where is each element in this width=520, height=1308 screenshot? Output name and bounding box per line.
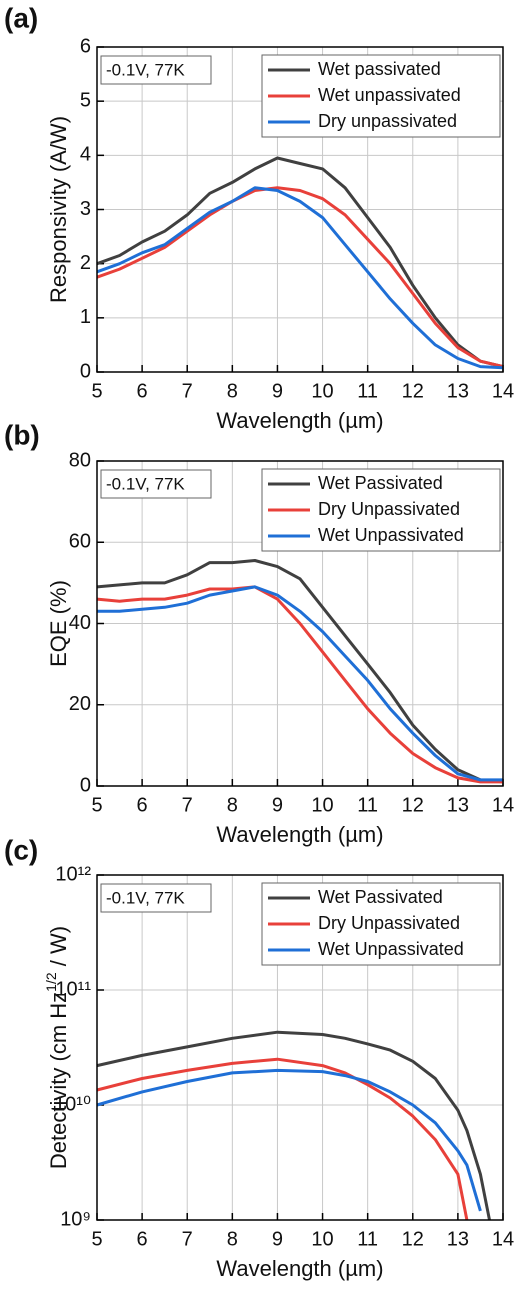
x-tick-label: 8 bbox=[227, 1228, 238, 1250]
x-axis-label: Wavelength (µm) bbox=[216, 1256, 383, 1281]
legend-label: Wet Unpassivated bbox=[318, 939, 464, 959]
x-tick-label: 13 bbox=[447, 380, 469, 402]
y-axis-label-tail: / W) bbox=[46, 926, 71, 972]
series-line bbox=[96, 585, 503, 784]
y-tick-label: 3 bbox=[80, 198, 91, 220]
y-tick-label: 20 bbox=[69, 693, 91, 715]
y-tick-label: 10¹¹ bbox=[55, 978, 91, 1000]
x-tick-label: 10 bbox=[311, 1228, 333, 1250]
x-tick-label: 5 bbox=[91, 1228, 102, 1250]
panel-label: (a) bbox=[4, 2, 38, 33]
x-tick-label: 10 bbox=[311, 380, 333, 402]
x-tick-label: 6 bbox=[137, 794, 148, 816]
legend-label: Wet Passivated bbox=[318, 887, 443, 907]
y-tick-label: 2 bbox=[80, 252, 91, 274]
annotation: -0.1V, 77K bbox=[106, 888, 185, 907]
x-tick-label: 12 bbox=[402, 380, 424, 402]
legend-label: Wet Unpassivated bbox=[318, 525, 464, 545]
y-tick-label: 0 bbox=[80, 360, 91, 382]
x-tick-label: 9 bbox=[272, 380, 283, 402]
y-tick-label: 6 bbox=[80, 35, 91, 57]
series-line bbox=[96, 1030, 491, 1221]
x-tick-label: 13 bbox=[447, 794, 469, 816]
plot-frame bbox=[96, 46, 504, 373]
x-axis-label: Wavelength (µm) bbox=[216, 822, 383, 847]
x-tick-label: 5 bbox=[91, 794, 102, 816]
x-tick-label: 11 bbox=[357, 794, 378, 816]
plot-frame bbox=[96, 874, 504, 1221]
x-tick-label: 14 bbox=[492, 380, 514, 402]
annotation-box bbox=[100, 55, 212, 85]
y-tick-label: 5 bbox=[80, 89, 91, 111]
y-tick-label: 80 bbox=[69, 449, 91, 471]
y-tick-label: 10¹² bbox=[55, 863, 91, 885]
x-tick-label: 7 bbox=[182, 794, 193, 816]
y-axis-label-sup: 1/2 bbox=[43, 972, 59, 992]
y-tick-label: 10¹⁰ bbox=[54, 1093, 91, 1115]
plot-frame bbox=[96, 460, 504, 787]
series-line bbox=[96, 156, 504, 369]
series-line bbox=[97, 585, 503, 782]
series-line bbox=[96, 186, 504, 370]
annotation: -0.1V, 77K bbox=[106, 474, 185, 493]
x-tick-label: 11 bbox=[357, 380, 378, 402]
x-tick-label: 14 bbox=[492, 794, 514, 816]
x-tick-label: 9 bbox=[272, 794, 283, 816]
annotation-box bbox=[100, 883, 212, 913]
x-tick-label: 5 bbox=[91, 380, 102, 402]
x-tick-label: 12 bbox=[402, 794, 424, 816]
series-line bbox=[96, 1068, 482, 1212]
y-tick-label: 60 bbox=[69, 531, 91, 553]
panel-label: (c) bbox=[4, 834, 38, 865]
panel: (b) 5 6 7 8 9 10 11 12 13 14 0 20 40 60 80 Wavelength (µ… bbox=[4, 419, 514, 846]
y-tick-label: 40 bbox=[69, 612, 91, 634]
series-line bbox=[96, 559, 504, 784]
legend-label: Wet Passivated bbox=[318, 473, 443, 493]
series-line bbox=[96, 1057, 469, 1221]
legend-label: Dry Unpassivated bbox=[318, 499, 460, 519]
x-tick-label: 7 bbox=[182, 380, 193, 402]
x-tick-label: 13 bbox=[447, 1228, 469, 1250]
x-axis-label: Wavelength (µm) bbox=[216, 408, 383, 433]
legend-label: Wet unpassivated bbox=[318, 85, 461, 105]
y-tick-label: 1 bbox=[80, 306, 91, 328]
x-tick-label: 14 bbox=[492, 1228, 514, 1250]
x-tick-label: 7 bbox=[182, 1228, 193, 1250]
x-tick-label: 12 bbox=[402, 1228, 424, 1250]
y-axis-label: EQE (%) bbox=[46, 580, 71, 667]
series-line bbox=[96, 186, 504, 369]
y-tick-label: 10⁹ bbox=[60, 1208, 91, 1230]
panel-label: (b) bbox=[4, 419, 40, 450]
x-tick-label: 6 bbox=[137, 1228, 148, 1250]
x-tick-label: 8 bbox=[227, 794, 238, 816]
annotation: -0.1V, 77K bbox=[106, 60, 185, 79]
y-tick-label: 0 bbox=[80, 774, 91, 796]
legend-label: Dry Unpassivated bbox=[318, 913, 460, 933]
panel: (c) 5 6 7 8 9 10 11 12 13 14 10⁹ 10¹⁰ 10¹¹ 10¹² Wavelen… bbox=[4, 834, 514, 1280]
y-axis-label: Responsivity (A/W) bbox=[46, 116, 71, 303]
y-tick-label: 4 bbox=[80, 144, 91, 166]
annotation-box bbox=[100, 469, 212, 499]
y-axis-label: Detectivity (cm Hz1/2 / W) bbox=[43, 926, 71, 1169]
x-tick-label: 10 bbox=[311, 794, 333, 816]
x-tick-label: 9 bbox=[272, 1228, 283, 1250]
x-tick-label: 11 bbox=[357, 1228, 378, 1250]
legend-label: Wet passivated bbox=[318, 59, 441, 79]
x-tick-label: 8 bbox=[227, 380, 238, 402]
x-tick-label: 6 bbox=[137, 380, 148, 402]
y-axis-label-text: Detectivity (cm Hz bbox=[46, 992, 71, 1169]
legend-label: Dry unpassivated bbox=[318, 111, 457, 131]
